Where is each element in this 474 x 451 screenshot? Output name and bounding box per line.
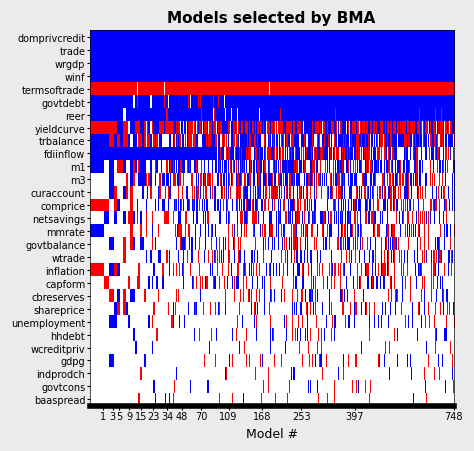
Title: Models selected by BMA: Models selected by BMA [167, 11, 376, 26]
X-axis label: Model #: Model # [246, 427, 298, 440]
